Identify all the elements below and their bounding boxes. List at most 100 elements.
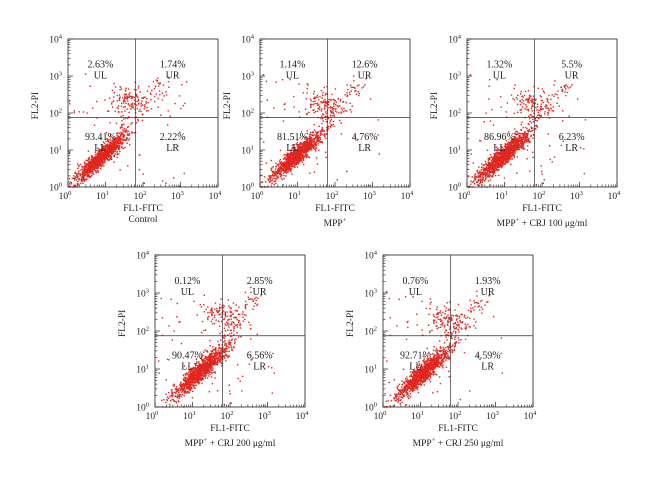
scatter-point [86,174,88,176]
scatter-point [107,140,109,142]
scatter-point [350,86,352,89]
scatter-point [497,152,500,155]
scatter-point [142,97,144,100]
scatter-point [508,160,510,162]
scatter-point [532,137,534,139]
scatter-point [290,163,292,166]
scatter-point [271,179,274,181]
scatter-point [510,158,512,160]
scatter-point [517,132,519,134]
scatter-point [296,154,298,156]
scatter-point [89,163,91,165]
scatter-point [520,123,522,126]
scatter-point [535,125,537,127]
scatter-point [138,102,140,104]
scatter-point [530,100,532,102]
scatter-point [361,87,363,89]
scatter-point [150,99,152,101]
scatter-point [201,377,203,379]
scatter-point [167,124,169,126]
scatter-point [484,160,487,163]
scatter-point [81,168,83,170]
scatter-point [280,169,282,172]
scatter-point [123,134,125,136]
scatter-point [540,115,542,117]
scatter-point [288,167,291,170]
scatter-point [131,106,133,108]
scatter-point [467,175,470,178]
scatter-point [107,153,110,156]
scatter-point [524,140,526,142]
scatter-point [112,143,114,145]
scatter-point [93,168,96,171]
scatter-point [215,351,217,353]
scatter-point [332,112,334,114]
scatter-point [320,117,322,120]
scatter-point [90,158,92,161]
scatter-point [83,180,86,182]
scatter-point [307,143,309,145]
scatter-point [273,181,275,183]
scatter-point [299,148,301,150]
scatter-point [89,160,91,162]
scatter-point [120,143,122,145]
scatter-point [307,139,309,141]
scatter-point [309,139,311,141]
scatter-point [80,182,82,184]
scatter-point [132,105,134,107]
scatter-point [280,173,282,176]
scatter-point [488,163,490,165]
scatter-point [354,90,356,92]
y-tick-label: 104 [448,34,462,46]
scatter-point [481,176,483,178]
scatter-point [526,136,528,138]
scatter-point [470,153,472,155]
scatter-point [114,150,117,152]
scatter-point [328,107,330,109]
scatter-point [332,120,335,123]
scatter-point [562,110,564,112]
scatter-point [302,155,304,157]
scatter-point [285,166,288,168]
scatter-point [518,142,520,145]
scatter-point [529,170,531,172]
quadrant-label-lr: LR [565,143,578,154]
scatter-point [113,144,115,146]
scatter-point [277,169,279,171]
scatter-point [288,156,290,158]
scatter-point [537,117,540,120]
scatter-point [346,92,348,94]
scatter-point [278,160,281,162]
scatter-point [547,133,550,135]
scatter-point [536,109,538,111]
scatter-point [501,155,504,157]
scatter-point [296,156,298,158]
scatter-point [119,140,121,143]
scatter-point [212,345,214,348]
scatter-point [122,114,124,117]
scatter-point [484,164,486,166]
scatter-point [322,94,324,97]
scatter-point [346,94,349,96]
scatter-point [338,112,340,114]
scatter-point [70,181,73,184]
scatter-point [320,132,322,134]
scatter-point [120,138,123,140]
scatter-point [227,341,230,343]
scatter-point [311,144,314,146]
scatter-point [316,132,318,134]
scatter-point [498,152,501,155]
scatter-point [96,158,99,160]
scatter-point [229,343,231,345]
scatter-point [562,120,564,122]
scatter-point [488,164,490,166]
scatter-point [121,120,123,122]
scatter-point [303,152,305,154]
scatter-point [520,145,522,147]
scatter-point [113,155,116,158]
scatter-point [314,143,317,145]
scatter-point [165,393,167,395]
scatter-point [507,149,510,151]
scatter-point [503,156,506,158]
scatter-point [96,166,98,168]
